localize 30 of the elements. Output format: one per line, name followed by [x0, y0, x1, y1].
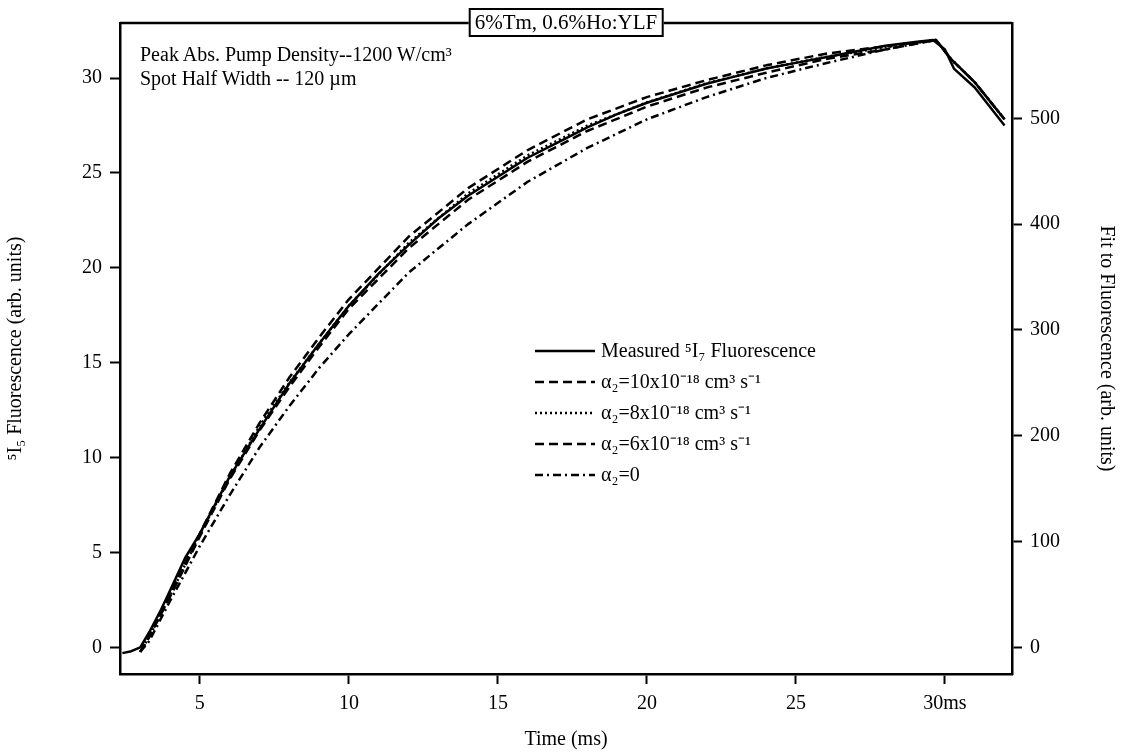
y-tick-label: 15 — [82, 349, 102, 372]
y2-axis-title: Fit to Fluorescence (arb. units) — [1095, 225, 1119, 472]
y-tick-label: 10 — [82, 444, 102, 467]
y-tick-label: 0 — [92, 634, 102, 657]
x-tick-label: 10 — [338, 691, 359, 714]
y2-tick-label: 400 — [1030, 211, 1060, 234]
y-tick-label: 30 — [82, 65, 102, 88]
legend-label: α₂=6x10⁻¹⁸ cm³ s⁻¹ — [601, 431, 751, 456]
x-tick-label: 20 — [636, 691, 657, 714]
y-axis-title: ⁵I₅ Fluorescence (arb. units) — [3, 236, 27, 461]
annotation: Spot Half Width -- 120 µm — [140, 66, 358, 90]
x-tick-label: 30ms — [923, 691, 967, 714]
y-tick-label: 20 — [82, 255, 102, 278]
y2-tick-label: 0 — [1030, 634, 1040, 657]
x-tick-label: 5 — [194, 691, 205, 714]
legend-label: Measured ⁵I₇ Fluorescence — [601, 338, 816, 363]
y-tick-label: 5 — [92, 539, 102, 562]
x-tick-label: 25 — [785, 691, 806, 714]
legend-label: α₂=8x10⁻¹⁸ cm³ s⁻¹ — [601, 400, 751, 425]
y2-tick-label: 300 — [1030, 317, 1060, 340]
chart-title: 6%Tm, 0.6%Ho:YLF — [468, 8, 664, 37]
y2-tick-label: 100 — [1030, 528, 1060, 551]
legend-label: α₂=10x10⁻¹⁸ cm³ s⁻¹ — [601, 369, 761, 394]
legend-label: α₂=0 — [601, 462, 640, 487]
annotation: Peak Abs. Pump Density--1200 W/cm³ — [140, 42, 452, 66]
y-tick-label: 25 — [82, 160, 102, 183]
y2-tick-label: 200 — [1030, 423, 1060, 446]
x-tick-label: 15 — [487, 691, 508, 714]
x-axis-title: Time (ms) — [524, 727, 608, 751]
y2-tick-label: 500 — [1030, 105, 1060, 128]
